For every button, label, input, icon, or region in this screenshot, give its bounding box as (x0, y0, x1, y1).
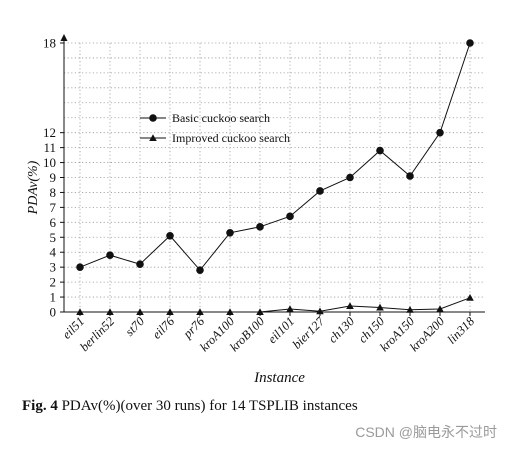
x-tick-label: eil76 (150, 314, 178, 342)
legend-marker-circle (149, 114, 157, 122)
legend-label: Improved cuckoo search (172, 131, 290, 145)
watermark-text: CSDN @脑电永不过时 (355, 424, 497, 440)
legend-marker-triangle (149, 134, 157, 141)
data-point-circle (286, 212, 294, 221)
data-point-triangle (106, 308, 114, 315)
data-point-triangle (406, 305, 414, 313)
data-point-circle (196, 266, 204, 274)
x-axis-title: Instance (253, 370, 305, 386)
data-point-triangle (286, 305, 294, 313)
caption-text: PDAv(%)(over 30 runs) for 14 TSPLIB inst… (61, 398, 358, 414)
data-point-triangle (436, 305, 444, 313)
y-tick-label: 9 (50, 170, 57, 185)
x-tick-label: kroA200 (407, 314, 448, 355)
data-point-triangle (316, 307, 324, 315)
y-tick-label: 3 (50, 260, 57, 275)
y-tick-label: 6 (50, 215, 57, 230)
series-line (79, 42, 471, 271)
y-axis-title: PDAv(%) (26, 160, 41, 215)
data-point-triangle (136, 308, 144, 315)
y-tick-label: 0 (50, 305, 57, 320)
y-tick-label: 18 (43, 36, 56, 51)
data-point-triangle (466, 294, 474, 301)
data-point-circle (136, 260, 144, 268)
data-point-triangle (226, 308, 234, 315)
data-point-triangle (256, 308, 264, 315)
data-point-circle (376, 146, 384, 155)
x-tick-label: st70 (122, 314, 147, 339)
y-tick-label: 7 (50, 200, 57, 215)
legend-label: Basic cuckoo search (172, 111, 270, 125)
data-point-triangle (196, 308, 204, 315)
y-tick-label: 10 (43, 155, 56, 170)
y-tick-label: 2 (50, 275, 57, 290)
y-tick-label: 8 (50, 185, 57, 200)
data-point-triangle (166, 308, 174, 315)
y-tick-label: 11 (43, 140, 56, 155)
x-tick-label: ch130 (326, 314, 358, 346)
data-point-triangle (376, 303, 384, 311)
figure-caption: Fig. 4 PDAv(%)(over 30 runs) for 14 TSPL… (22, 398, 358, 415)
y-axis-arrow (60, 34, 68, 41)
data-point-circle (166, 231, 174, 240)
x-tick-label: bier127 (290, 314, 328, 352)
data-point-circle (436, 128, 444, 137)
x-tick-label: kroB100 (227, 314, 268, 355)
data-point-triangle (76, 308, 84, 315)
data-point-triangle (346, 302, 354, 310)
data-point-circle (226, 228, 234, 237)
y-tick-label: 1 (50, 290, 57, 305)
y-tick-label: 4 (50, 245, 57, 260)
x-tick-label: lin318 (445, 314, 478, 347)
y-tick-label: 12 (43, 125, 56, 140)
data-point-circle (76, 263, 84, 271)
y-tick-label: 5 (50, 230, 57, 245)
data-point-circle (466, 39, 474, 47)
series-line (80, 297, 471, 313)
x-tick-label: berlin52 (77, 314, 117, 354)
figure-label: Fig. 4 (22, 398, 58, 414)
data-point-circle (346, 173, 354, 182)
data-point-circle (106, 251, 114, 260)
data-point-circle (316, 187, 324, 195)
data-point-circle (256, 223, 264, 231)
data-point-circle (406, 172, 414, 180)
